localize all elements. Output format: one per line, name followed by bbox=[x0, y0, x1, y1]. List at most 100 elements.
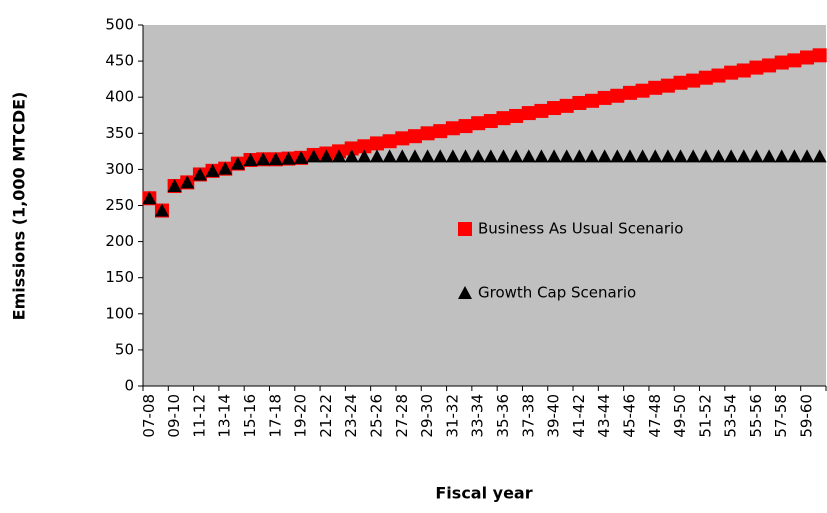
marker bbox=[407, 129, 422, 144]
legend-label: Growth Cap Scenario bbox=[478, 284, 636, 302]
x-tick-label: 39-40 bbox=[545, 394, 563, 438]
marker bbox=[812, 149, 827, 163]
x-tick-label: 53-54 bbox=[722, 394, 740, 438]
x-tick-label: 33-34 bbox=[469, 394, 487, 438]
marker bbox=[597, 90, 612, 105]
marker bbox=[243, 153, 258, 167]
marker bbox=[344, 149, 359, 163]
x-tick-label: 57-58 bbox=[772, 394, 790, 438]
y-tick-label: 400 bbox=[105, 88, 134, 106]
marker bbox=[711, 68, 726, 83]
plot-area bbox=[143, 25, 826, 386]
x-tick-label: 19-20 bbox=[292, 394, 310, 438]
marker bbox=[458, 286, 472, 299]
marker bbox=[610, 149, 625, 163]
marker bbox=[483, 149, 498, 163]
x-tick-label: 17-18 bbox=[266, 394, 284, 438]
marker bbox=[445, 121, 460, 136]
marker bbox=[660, 149, 675, 163]
marker bbox=[622, 85, 637, 100]
marker bbox=[180, 175, 195, 189]
marker bbox=[698, 149, 713, 163]
x-axis-title: Fiscal year bbox=[435, 484, 532, 503]
marker bbox=[294, 150, 309, 164]
marker bbox=[686, 149, 701, 163]
x-tick-label: 07-08 bbox=[140, 394, 158, 438]
series bbox=[142, 149, 827, 217]
marker bbox=[382, 134, 397, 149]
marker bbox=[736, 149, 751, 163]
y-tick-label: 350 bbox=[105, 124, 134, 142]
marker bbox=[357, 139, 372, 154]
x-tick-label: 09-10 bbox=[165, 394, 183, 438]
marker bbox=[572, 149, 587, 163]
x-tick-label: 35-36 bbox=[494, 394, 512, 438]
marker bbox=[673, 149, 688, 163]
marker bbox=[736, 63, 751, 78]
marker bbox=[787, 149, 802, 163]
marker bbox=[749, 60, 764, 75]
x-tick-label: 55-56 bbox=[747, 394, 765, 438]
x-tick-label: 31-32 bbox=[443, 394, 461, 438]
marker bbox=[774, 55, 789, 70]
marker bbox=[357, 149, 372, 163]
x-tick-label: 37-38 bbox=[519, 394, 537, 438]
marker bbox=[660, 78, 675, 93]
marker bbox=[610, 88, 625, 103]
marker bbox=[521, 149, 536, 163]
marker bbox=[154, 203, 169, 217]
marker bbox=[458, 119, 473, 134]
marker bbox=[433, 149, 448, 163]
x-tick-label: 49-50 bbox=[671, 394, 689, 438]
marker bbox=[205, 163, 220, 177]
marker bbox=[268, 152, 283, 166]
marker bbox=[344, 141, 359, 156]
legend-label: Business As Usual Scenario bbox=[478, 220, 683, 238]
y-tick-label: 500 bbox=[105, 16, 134, 34]
marker bbox=[673, 75, 688, 90]
marker bbox=[509, 149, 524, 163]
marker bbox=[547, 101, 562, 116]
y-tick-label: 150 bbox=[105, 268, 134, 286]
marker bbox=[572, 95, 587, 110]
marker bbox=[256, 152, 271, 166]
marker bbox=[369, 149, 384, 163]
marker bbox=[648, 80, 663, 95]
marker bbox=[445, 149, 460, 163]
marker bbox=[420, 126, 435, 141]
y-tick-label: 0 bbox=[124, 377, 134, 395]
y-tick-label: 200 bbox=[105, 232, 134, 250]
y-tick-label: 300 bbox=[105, 160, 134, 178]
x-tick-label: 59-60 bbox=[798, 394, 816, 438]
marker bbox=[585, 149, 600, 163]
marker bbox=[496, 149, 511, 163]
marker bbox=[218, 161, 233, 175]
x-tick-label: 21-22 bbox=[317, 394, 335, 438]
marker bbox=[774, 149, 789, 163]
marker bbox=[585, 93, 600, 108]
marker bbox=[458, 149, 473, 163]
marker bbox=[167, 179, 182, 193]
x-tick-label: 23-24 bbox=[342, 394, 360, 438]
x-tick-label: 41-42 bbox=[570, 394, 588, 438]
marker bbox=[762, 149, 777, 163]
x-tick-label: 45-46 bbox=[620, 394, 638, 438]
y-tick-label: 450 bbox=[105, 52, 134, 70]
marker bbox=[686, 73, 701, 88]
marker bbox=[711, 149, 726, 163]
marker bbox=[597, 149, 612, 163]
marker bbox=[230, 156, 245, 170]
marker bbox=[319, 149, 334, 163]
marker bbox=[724, 65, 739, 80]
marker bbox=[458, 222, 472, 236]
marker bbox=[407, 149, 422, 163]
marker bbox=[800, 50, 815, 65]
x-tick-label: 25-26 bbox=[367, 394, 385, 438]
marker bbox=[369, 136, 384, 151]
marker bbox=[749, 149, 764, 163]
marker bbox=[698, 70, 713, 85]
marker bbox=[395, 149, 410, 163]
marker bbox=[332, 149, 347, 163]
x-tick-label: 15-16 bbox=[241, 394, 259, 438]
